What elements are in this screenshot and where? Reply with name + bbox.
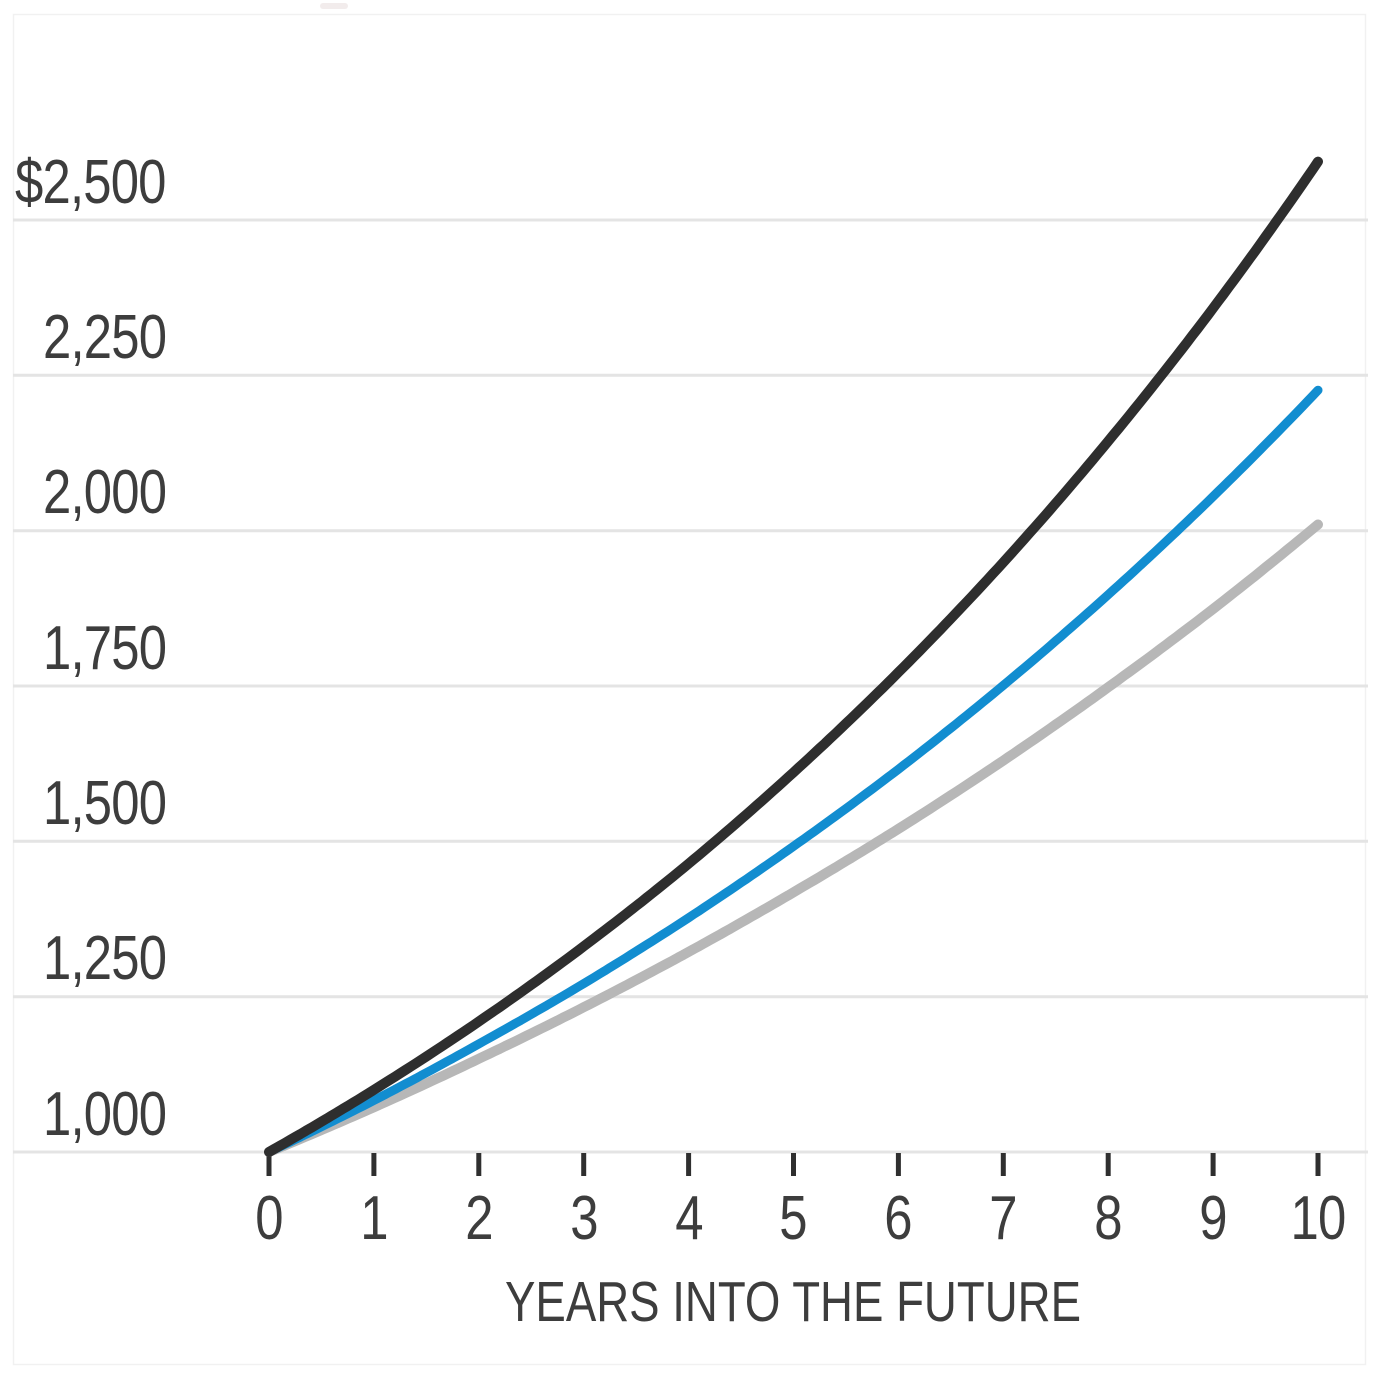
series-lines xyxy=(264,156,1323,1157)
x-tick-label-8: 8 xyxy=(1094,1184,1122,1253)
x-tick-label-4: 4 xyxy=(675,1184,703,1253)
y-tick-label-1000: 1,000 xyxy=(42,1080,167,1149)
x-axis-title: YEARS INTO THE FUTURE xyxy=(505,1270,1081,1334)
x-tick-label-5: 5 xyxy=(779,1184,807,1253)
y-tick-label-2000: 2,000 xyxy=(42,458,167,527)
y-tick-label-1500: 1,500 xyxy=(42,769,167,838)
x-tick-label-2: 2 xyxy=(465,1184,493,1253)
y-tick-label-1750: 1,750 xyxy=(42,614,167,683)
x-tick-label-10: 10 xyxy=(1290,1184,1347,1253)
chart-frame xyxy=(12,13,1367,1366)
y-tick-label-2250: 2,250 xyxy=(42,303,167,372)
series-blue-line xyxy=(264,385,1323,1157)
x-tick-label-0: 0 xyxy=(255,1184,283,1253)
x-axis-ticks xyxy=(266,1153,1321,1176)
x-tick-label-6: 6 xyxy=(884,1184,912,1253)
y-tick-label-1250: 1,250 xyxy=(42,924,167,993)
x-tick-label-7: 7 xyxy=(989,1184,1017,1253)
series-black-line xyxy=(264,156,1323,1157)
x-tick-label-3: 3 xyxy=(570,1184,598,1253)
gridlines xyxy=(13,218,1368,1154)
x-tick-label-9: 9 xyxy=(1199,1184,1227,1253)
series-gray-line xyxy=(264,519,1323,1157)
x-tick-label-1: 1 xyxy=(360,1184,388,1253)
top-edge-artifact xyxy=(320,3,348,9)
y-tick-label-2500: $2,500 xyxy=(15,148,166,217)
